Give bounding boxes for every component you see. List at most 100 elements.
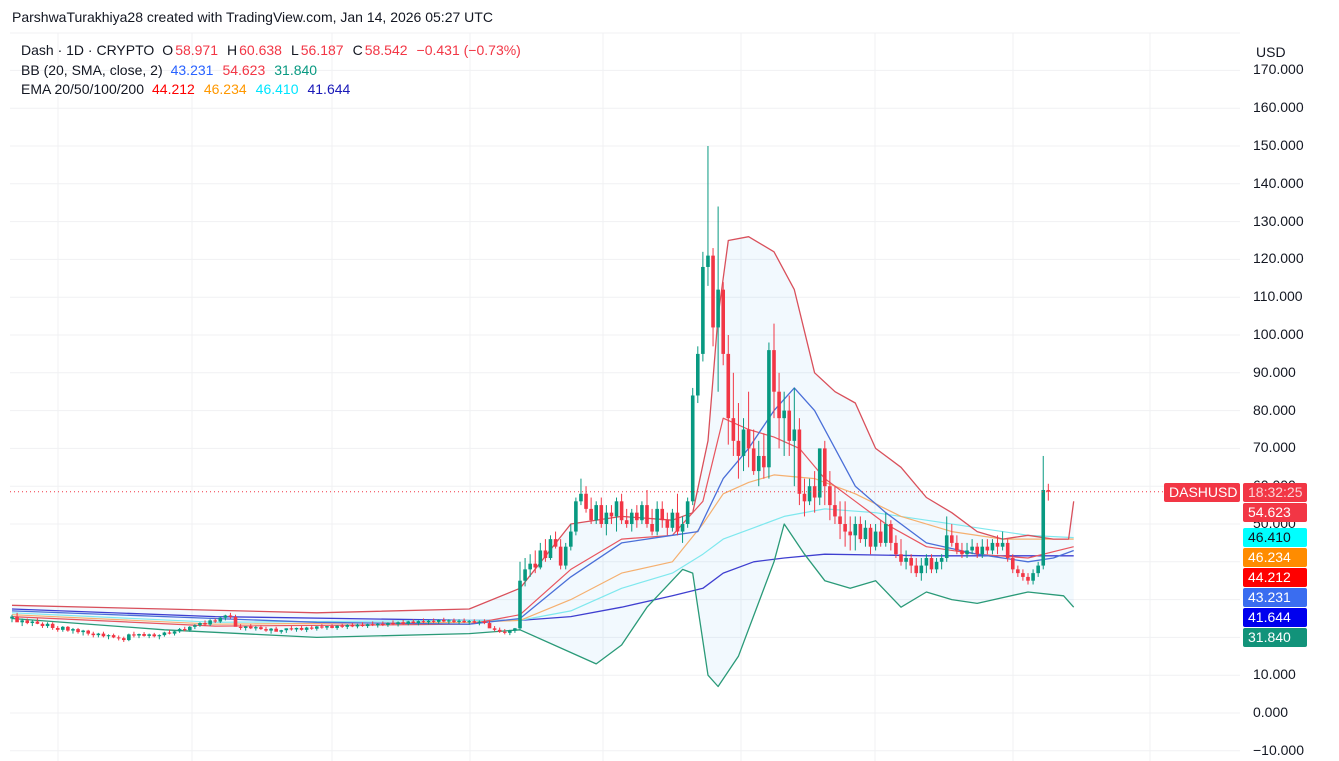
bb-upper-value: 54.623 [222, 61, 266, 78]
candle [396, 622, 400, 625]
candle [497, 629, 502, 632]
candle [1046, 490, 1051, 492]
candle [370, 624, 375, 626]
candle [518, 580, 522, 629]
candle [91, 633, 96, 636]
bb-basis-tag: 43.231 [1243, 588, 1307, 607]
price-axis-tick: 120.000 [1253, 250, 1304, 267]
candle [345, 624, 350, 627]
candle [198, 623, 202, 626]
candle [701, 266, 705, 354]
candle [426, 620, 431, 623]
ema20-value: 44.212 [152, 81, 195, 97]
candle [706, 255, 710, 267]
candle [584, 493, 588, 509]
price-axis-tick: 90.000 [1253, 363, 1296, 380]
candle [889, 524, 893, 543]
currency-label[interactable]: USD [1248, 40, 1320, 64]
change-value: −0.431 (−0.73%) [416, 42, 521, 58]
candle [279, 630, 284, 632]
candle [569, 531, 573, 547]
bb-lower-value: 31.840 [274, 61, 318, 78]
bb-label: BB (20, SMA, close, 2) [21, 61, 163, 78]
candle [741, 429, 746, 456]
candle [670, 512, 675, 528]
candle [233, 616, 238, 627]
low-value: 56.187 [300, 42, 344, 58]
candle [30, 621, 35, 624]
legend-symbol-row[interactable]: Dash · 1D · CRYPTO O 58.971 H 60.638 L 56.187 C… [21, 41, 523, 61]
candle [320, 626, 324, 628]
candle [1016, 569, 1020, 574]
price-axis-tick: 70.000 [1253, 439, 1296, 456]
candle [436, 620, 441, 622]
candle [309, 627, 314, 629]
candle [645, 505, 649, 524]
candle [528, 563, 532, 570]
candle [985, 546, 990, 551]
legend-bb-row[interactable]: BB (20, SMA, close, 2) 43.231 54.623 31.840 [21, 61, 523, 81]
candle [137, 633, 141, 636]
candle [203, 623, 207, 625]
price-axis-tick: −10.000 [1253, 741, 1304, 758]
candle [193, 625, 197, 627]
candle [843, 524, 847, 532]
candle [614, 501, 619, 517]
price-axis-tick: 10.000 [1253, 666, 1296, 683]
candle [675, 512, 680, 532]
close-label: C [352, 42, 363, 58]
candle [594, 505, 598, 521]
candle [696, 353, 700, 396]
candle [487, 623, 492, 629]
candle [1010, 558, 1015, 570]
candle [538, 550, 543, 568]
candle [751, 448, 756, 472]
candle [1005, 542, 1010, 559]
bb-basis-value: 43.231 [170, 61, 214, 78]
open-label: O [162, 42, 174, 58]
candle [934, 561, 939, 570]
candle [477, 621, 482, 623]
candle [325, 626, 329, 628]
legend-ema-row[interactable]: EMA 20/50/100/200 44.212 46.234 46.410 41.64… [21, 80, 523, 100]
ema200-tag: 41.644 [1243, 608, 1307, 627]
candle [868, 527, 873, 547]
candle [431, 620, 436, 622]
candle [899, 554, 903, 562]
grid-lines [10, 32, 1240, 761]
candle [360, 624, 365, 627]
candle [650, 524, 654, 532]
candle [558, 546, 563, 566]
candle [848, 531, 852, 536]
candle [208, 620, 212, 625]
candle [975, 546, 979, 555]
candle [853, 524, 858, 536]
candle [411, 621, 416, 624]
price-axis-tick: 0.000 [1253, 704, 1289, 720]
candle [284, 628, 289, 631]
candle [111, 635, 116, 638]
candle [462, 620, 466, 623]
candle [264, 629, 268, 631]
candle [629, 512, 634, 524]
candle [939, 558, 944, 562]
candle [878, 531, 883, 543]
bb-upper-tag: 54.623 [1243, 503, 1307, 522]
candle [502, 631, 507, 633]
candle [721, 289, 725, 354]
high-value: 60.638 [239, 42, 282, 58]
candle [340, 625, 344, 627]
candle [807, 486, 812, 502]
candle [55, 627, 60, 630]
candle [101, 633, 106, 637]
candle [350, 624, 355, 627]
candle [1000, 542, 1005, 547]
candle [543, 550, 548, 559]
candle [995, 542, 1000, 547]
high-label: H [227, 42, 238, 58]
candle [909, 558, 913, 566]
candle [381, 623, 385, 625]
candle [289, 628, 294, 630]
low-label: L [290, 42, 299, 58]
